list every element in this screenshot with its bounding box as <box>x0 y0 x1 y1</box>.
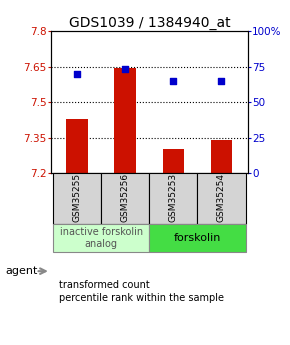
Point <box>75 71 79 77</box>
Text: transformed count: transformed count <box>59 280 150 289</box>
Bar <box>211 140 232 173</box>
Text: GSM35256: GSM35256 <box>121 173 130 222</box>
Bar <box>149 224 246 252</box>
Bar <box>197 173 246 224</box>
Bar <box>101 173 149 224</box>
Text: forskolin: forskolin <box>174 233 221 243</box>
Bar <box>53 173 101 224</box>
Bar <box>163 149 184 173</box>
Point <box>123 67 128 72</box>
Text: percentile rank within the sample: percentile rank within the sample <box>59 294 224 303</box>
Bar <box>53 224 149 252</box>
Bar <box>66 119 88 173</box>
Title: GDS1039 / 1384940_at: GDS1039 / 1384940_at <box>68 16 230 30</box>
Bar <box>115 68 136 173</box>
Point <box>219 78 224 83</box>
Bar <box>149 173 197 224</box>
Text: GSM35254: GSM35254 <box>217 173 226 222</box>
Text: GSM35253: GSM35253 <box>169 173 178 222</box>
Point <box>171 78 176 83</box>
Text: inactive forskolin
analog: inactive forskolin analog <box>60 227 143 249</box>
Text: agent: agent <box>6 266 38 276</box>
Text: GSM35255: GSM35255 <box>73 173 82 222</box>
